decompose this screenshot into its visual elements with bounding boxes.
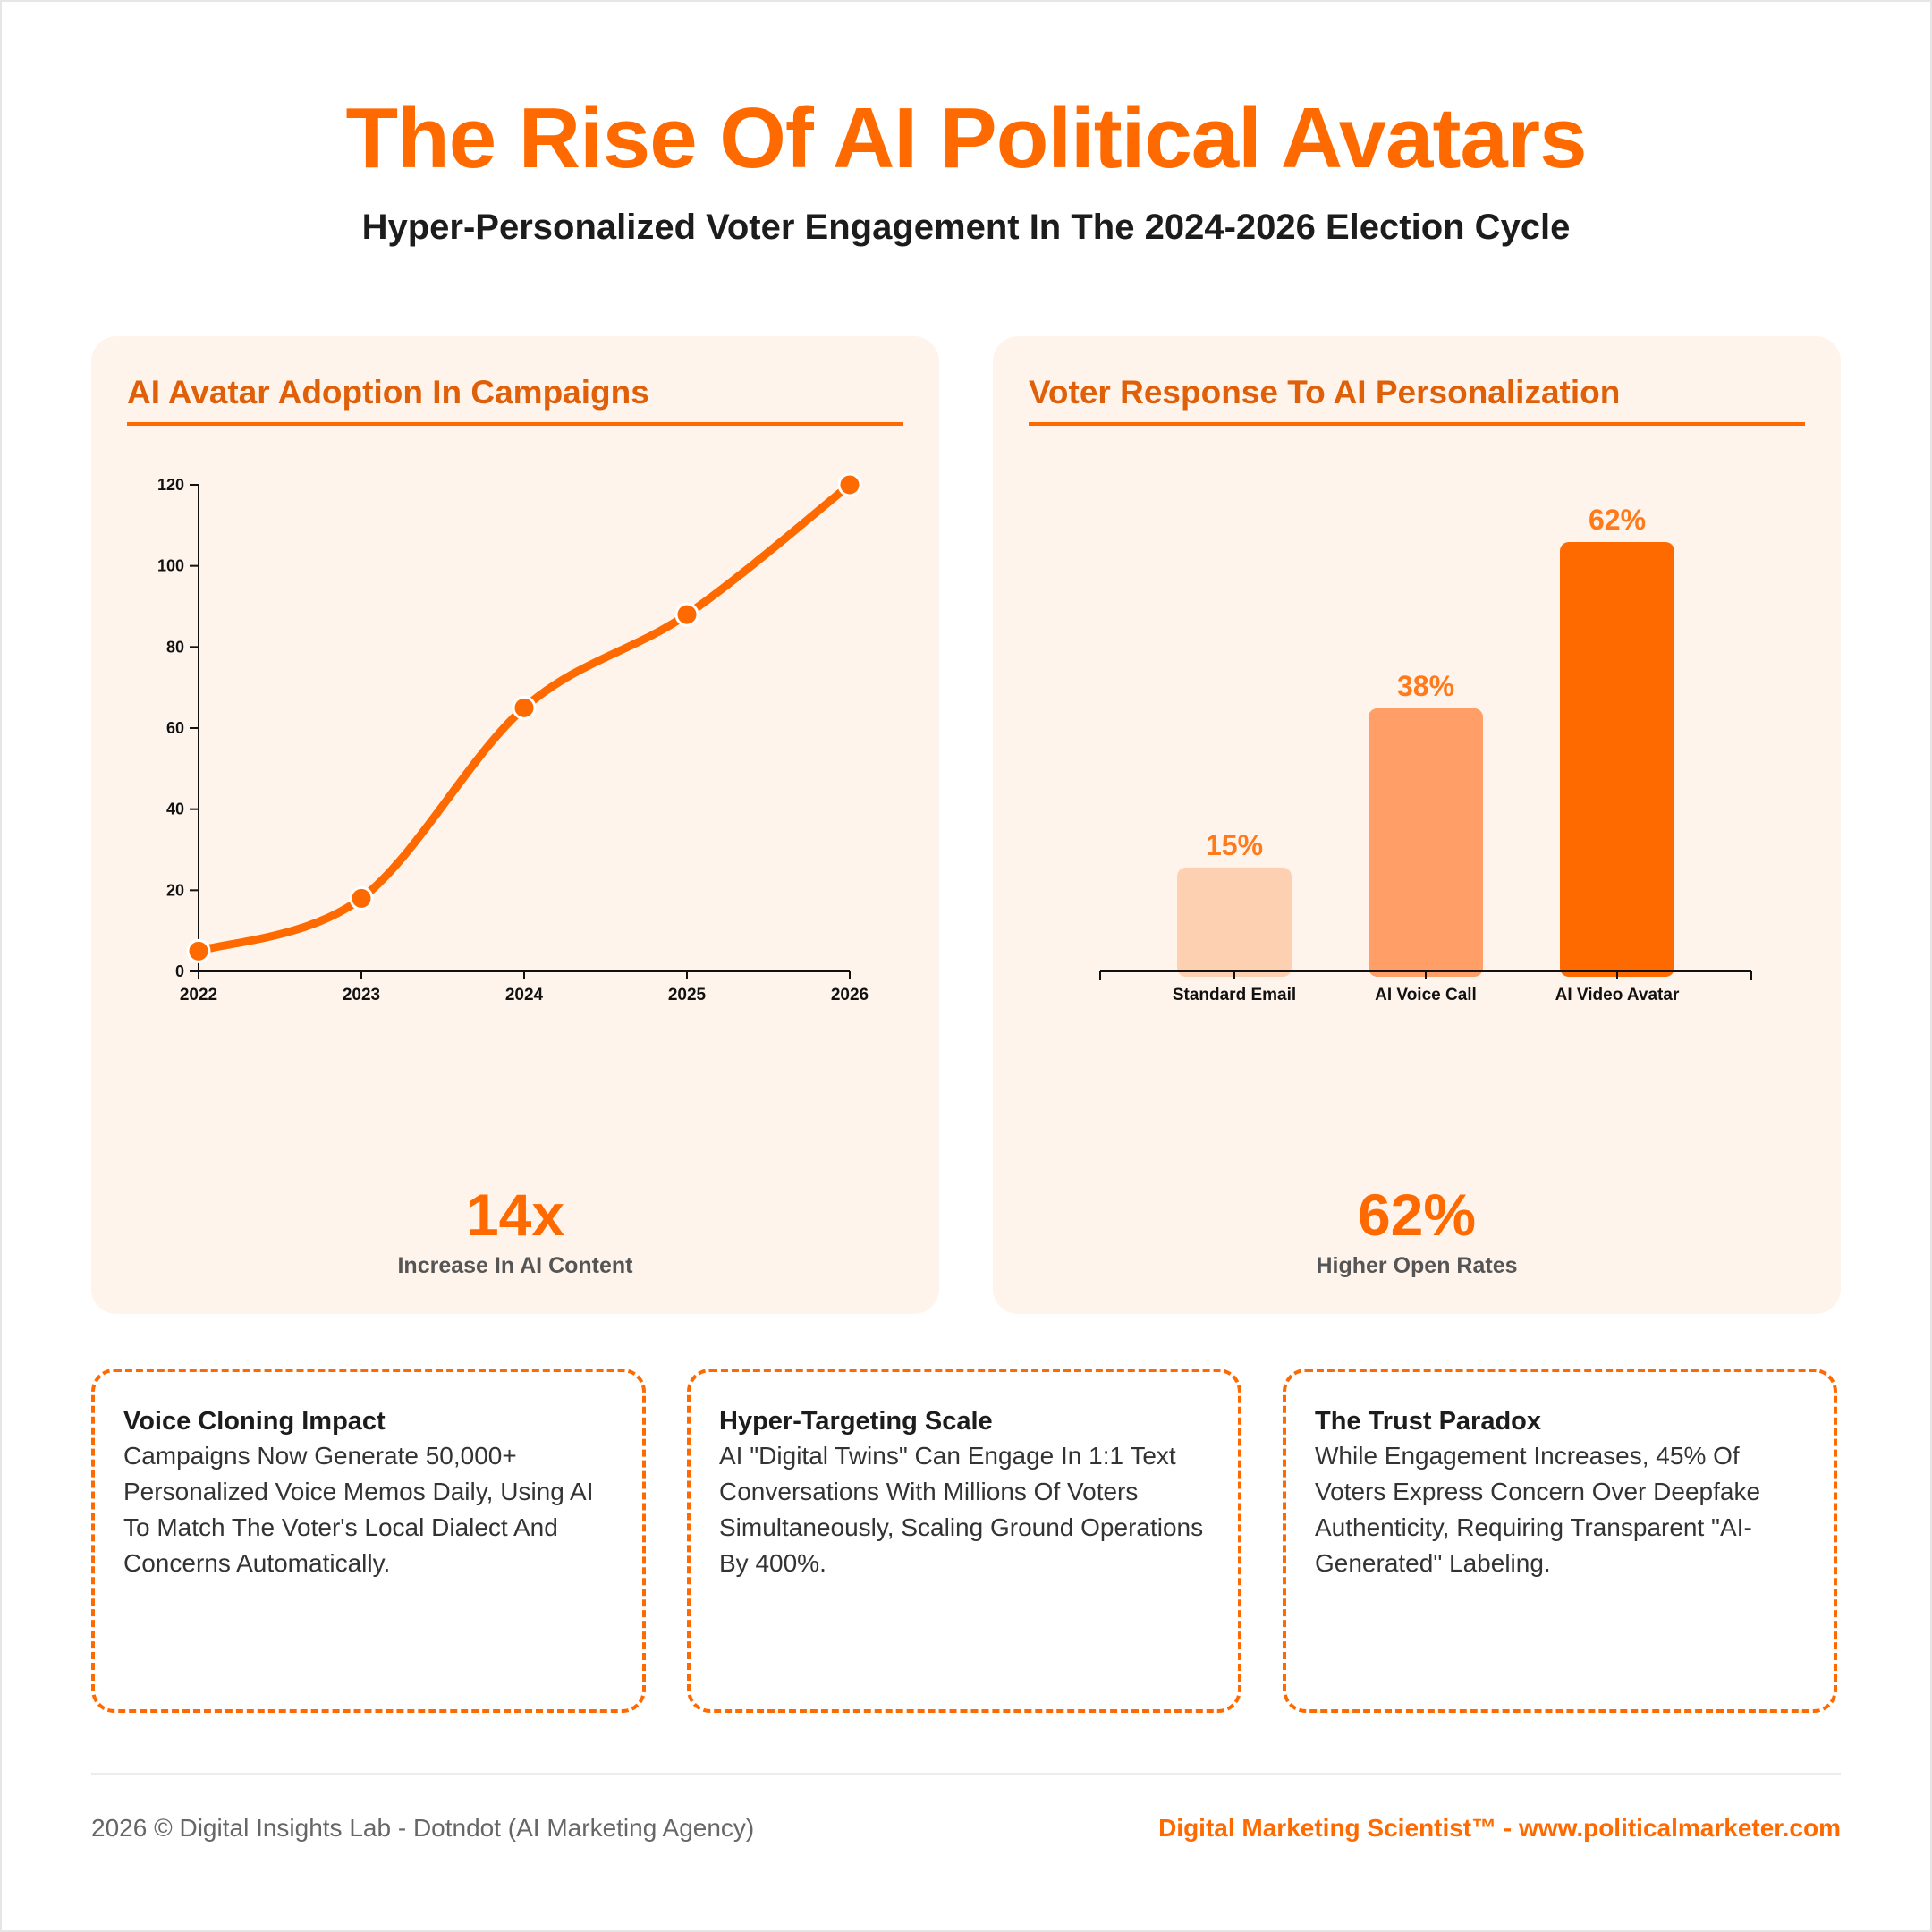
footer-link[interactable]: Digital Marketing Scientist™ - www.polit… (1158, 1814, 1841, 1842)
data-point (512, 695, 537, 720)
insight-card-trust-paradox: The Trust Paradox While Engagement Incre… (1283, 1368, 1837, 1713)
data-point (674, 602, 699, 627)
y-tick-label: 60 (166, 719, 184, 737)
y-tick-label: 100 (157, 557, 184, 575)
response-stat-value: 62% (1357, 1182, 1477, 1248)
x-tick-label: 2025 (668, 986, 707, 1004)
adoption-line-chart: 0 20 40 60 80 100 120 2022 2023 2024 2025 2026 (157, 472, 869, 1004)
bar (1177, 867, 1292, 977)
adoption-card-title: AI Avatar Adoption In Campaigns (127, 372, 903, 426)
footer-copyright: 2026 © Digital Insights Lab - Dotndot (A… (91, 1814, 755, 1842)
x-tick-label: AI Video Avatar (1555, 986, 1680, 1004)
y-tick-label: 0 (175, 962, 184, 980)
insight-card-voice-cloning: Voice Cloning Impact Campaigns Now Gener… (91, 1368, 646, 1713)
bar-value-label: 15% (1206, 829, 1263, 861)
y-tick-label: 40 (166, 801, 184, 818)
x-tick-label: 2026 (831, 986, 869, 1004)
y-tick-label: 120 (157, 476, 184, 494)
adoption-card: AI Avatar Adoption In Campaigns 0 20 40 60 8… (91, 336, 939, 1314)
response-card-title: Voter Response To AI Personalization (1029, 372, 1805, 426)
response-bar-chart: 15% Standard Email 38% AI Voice Call 62% AI V… (1099, 504, 1752, 1004)
insight-title: The Trust Paradox (1315, 1407, 1542, 1436)
insight-text: AI "Digital Twins" Can Engage In 1:1 Tex… (719, 1442, 1204, 1577)
bar (1368, 708, 1483, 977)
data-point (186, 938, 211, 963)
bar-value-label: 38% (1397, 670, 1454, 702)
insight-text: While Engagement Increases, 45% Of Voter… (1315, 1442, 1761, 1577)
response-stat-label: Higher Open Rates (1316, 1253, 1518, 1278)
y-tick-label: 20 (166, 881, 184, 899)
data-point (837, 472, 862, 497)
x-tick-label: 2022 (180, 986, 217, 1004)
insight-title: Hyper-Targeting Scale (719, 1407, 993, 1436)
x-tick-label: AI Voice Call (1375, 986, 1477, 1004)
x-tick-label: Standard Email (1173, 986, 1296, 1004)
adoption-stat-label: Increase In AI Content (397, 1253, 633, 1278)
page-title: The Rise Of AI Political Avatars (345, 90, 1587, 186)
insight-text: Campaigns Now Generate 50,000+ Personali… (123, 1442, 594, 1577)
data-point (349, 886, 374, 911)
y-tick-label: 80 (166, 638, 184, 656)
response-card: Voter Response To AI Personalization 15%… (993, 336, 1841, 1314)
insight-title: Voice Cloning Impact (123, 1407, 386, 1436)
bar-value-label: 62% (1589, 504, 1646, 536)
page-subtitle: Hyper-Personalized Voter Engagement In T… (361, 208, 1571, 247)
insight-card-hyper-targeting: Hyper-Targeting Scale AI "Digital Twins"… (687, 1368, 1241, 1713)
footer-divider (91, 1773, 1841, 1775)
x-tick-label: 2023 (343, 986, 380, 1004)
adoption-stat-value: 14x (465, 1182, 565, 1248)
x-tick-label: 2024 (505, 986, 544, 1004)
bar (1560, 542, 1674, 977)
